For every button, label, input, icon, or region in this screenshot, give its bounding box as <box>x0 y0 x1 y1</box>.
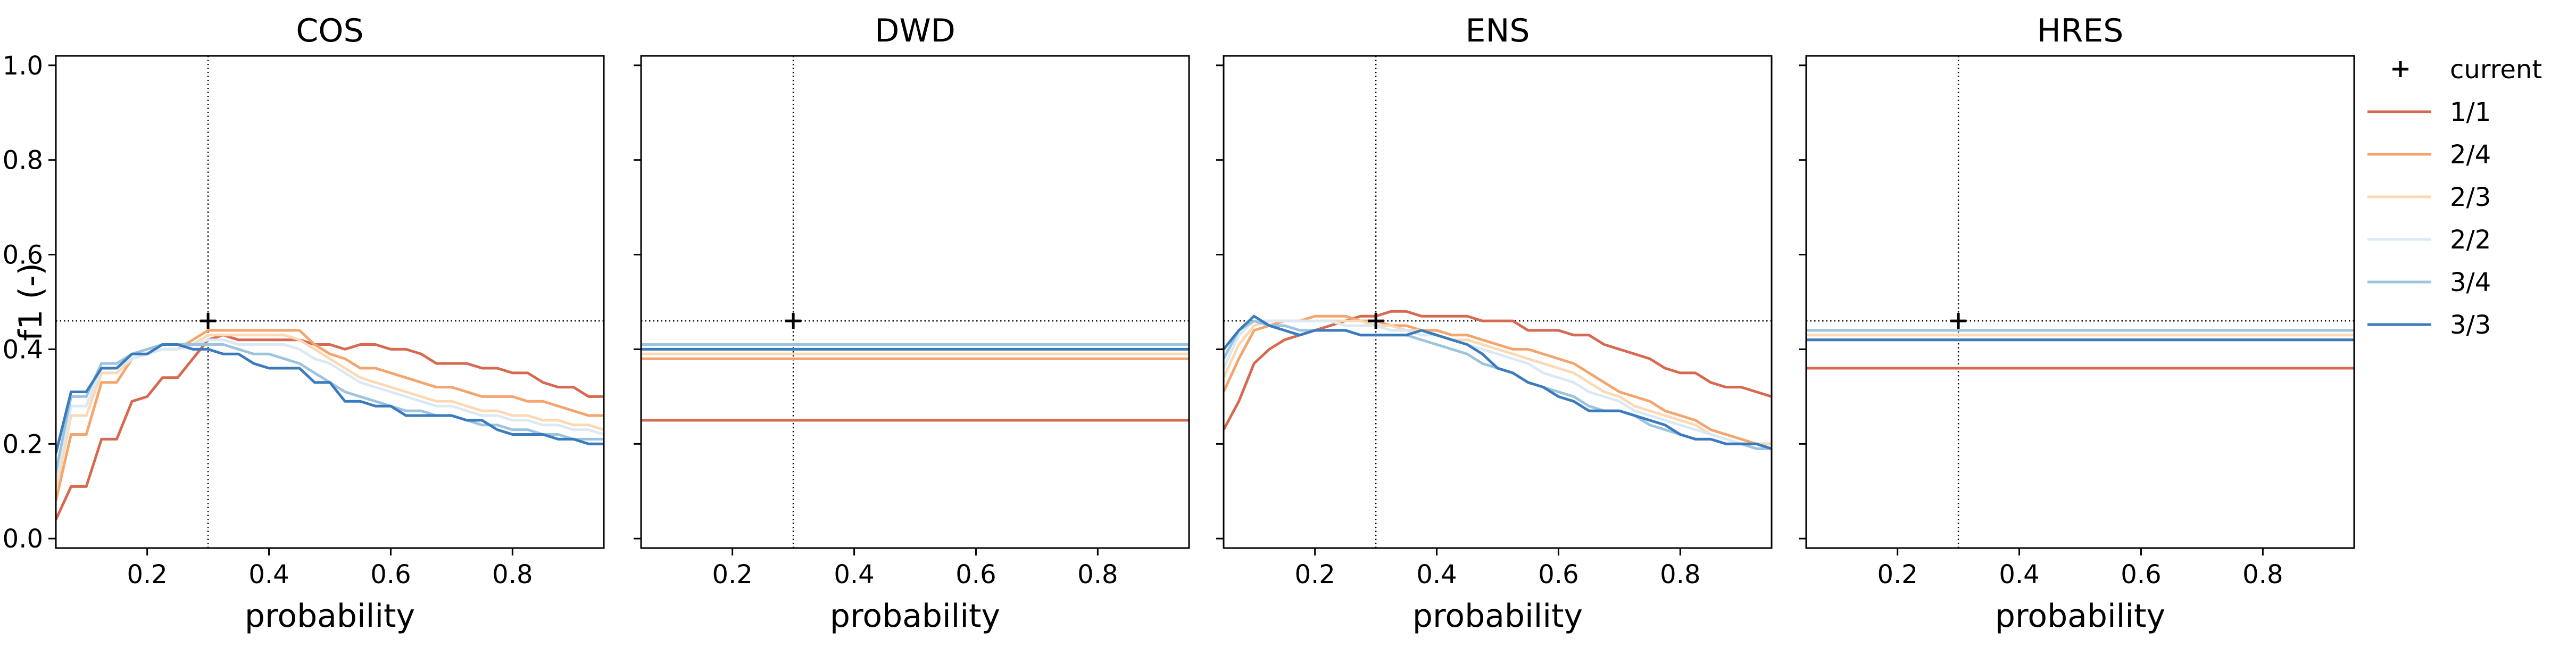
series-line-1-1 <box>56 334 604 520</box>
current-marker <box>1950 313 1967 329</box>
y-tick-label: 0.6 <box>3 240 43 270</box>
series-line-2-4 <box>1224 314 1772 445</box>
series-group <box>56 329 604 520</box>
current-marker <box>1368 313 1384 329</box>
panel-title: ENS <box>1466 12 1530 49</box>
current-marker <box>785 313 802 329</box>
panel-title: DWD <box>875 12 955 49</box>
x-tick-label: 0.4 <box>248 560 289 590</box>
x-axis-label: probability <box>830 598 1000 635</box>
series-line-3-4 <box>1224 319 1772 450</box>
series-line-2-3 <box>56 334 604 492</box>
x-tick-label: 0.2 <box>1294 560 1335 590</box>
panel-hres: 0.2 0.4 0.6 0.8 HRES probability <box>1799 12 2355 635</box>
x-axis-label: probability <box>1412 598 1583 635</box>
legend-label: 2/2 <box>2450 225 2491 255</box>
series-group <box>641 343 1189 422</box>
series-line-3-3 <box>1224 314 1772 450</box>
x-tick-label: 0.6 <box>955 560 996 590</box>
x-tick-label: 0.8 <box>1660 560 1700 590</box>
y-tick-label: 0.8 <box>3 146 43 176</box>
legend-label: 3/3 <box>2450 310 2491 340</box>
x-tick-label: 0.8 <box>1077 560 1118 590</box>
x-tick-label: 0.8 <box>492 560 533 590</box>
legend-label-current: current <box>2450 55 2542 85</box>
x-tick-label: 0.6 <box>370 560 411 590</box>
current-marker <box>200 313 217 329</box>
series-line-3-3 <box>56 343 604 454</box>
legend-label: 2/3 <box>2450 183 2491 212</box>
y-tick-label: 0.4 <box>3 335 43 364</box>
legend-label: 1/1 <box>2450 97 2491 127</box>
legend: current 1/1 2/4 2/3 2/2 3/4 3/3 <box>2367 55 2542 340</box>
legend-label: 3/4 <box>2450 268 2491 297</box>
series-line-2-2 <box>1224 319 1772 450</box>
x-tick-label: 0.2 <box>127 560 167 590</box>
series-line-2-2 <box>56 338 604 482</box>
x-tick-label: 0.4 <box>1999 560 2039 590</box>
axes-frame <box>1805 55 2355 549</box>
series-group <box>1806 329 2354 370</box>
x-tick-label: 0.6 <box>2121 560 2161 590</box>
y-tick-label: 0.2 <box>3 429 43 459</box>
y-tick-label: 1.0 <box>3 51 43 81</box>
axes-frame <box>55 55 605 549</box>
axes-frame <box>1223 55 1773 549</box>
panel-title: HRES <box>2037 12 2124 49</box>
series-group <box>1224 310 1772 450</box>
x-tick-label: 0.2 <box>712 560 752 590</box>
panel-ens: 0.2 0.4 0.6 0.8 ENS probability <box>1216 12 1773 635</box>
panel-cos: 0.2 0.4 0.6 0.8 0.0 0.2 0.4 0.6 0.8 1.0 COS probabi… <box>3 12 605 635</box>
x-axis-label: probability <box>1995 598 2165 635</box>
y-tick-label: 0.0 <box>3 524 43 554</box>
axes-frame <box>640 55 1190 549</box>
x-tick-label: 0.2 <box>1877 560 1917 590</box>
series-line-2-3 <box>1224 319 1772 445</box>
panel-dwd: 0.2 0.4 0.6 0.8 DWD probability <box>634 12 1190 635</box>
panel-title: COS <box>296 12 363 49</box>
x-tick-label: 0.6 <box>1538 560 1578 590</box>
x-tick-label: 0.4 <box>1416 560 1457 590</box>
x-tick-label: 0.8 <box>2242 560 2283 590</box>
x-tick-label: 0.4 <box>834 560 874 590</box>
y-axis-label: f1 (-) <box>12 263 49 341</box>
x-axis-label: probability <box>245 598 415 635</box>
legend-label: 2/4 <box>2450 140 2491 170</box>
